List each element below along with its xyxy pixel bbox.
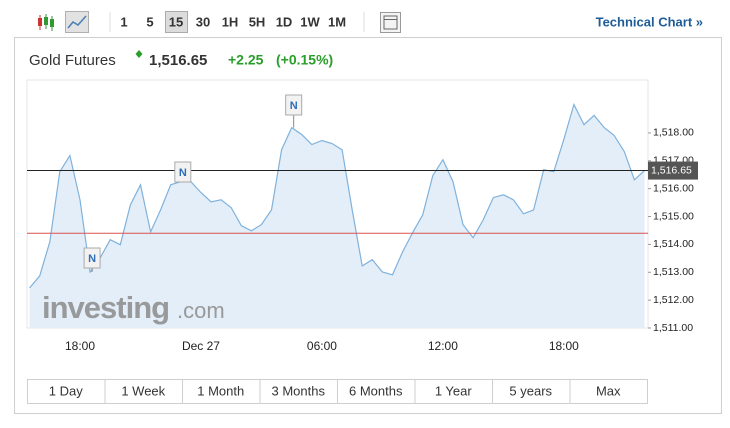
range-button[interactable]	[337, 379, 416, 404]
range-button[interactable]	[414, 379, 493, 404]
range-button-label[interactable]: 1 Day	[49, 383, 83, 398]
last-price: 1,516.65	[149, 52, 207, 69]
current-price-label: 1,516.65	[651, 164, 692, 176]
interval-button[interactable]: 1	[120, 14, 127, 29]
range-button[interactable]	[27, 379, 106, 404]
up-diamond	[135, 50, 143, 58]
interval-button[interactable]: 1W	[300, 14, 320, 29]
candle-icon[interactable]	[38, 14, 54, 31]
area-fill	[29, 104, 645, 328]
y-tick-label: 1,516.00	[653, 182, 694, 194]
interval-button[interactable]: 1D	[276, 14, 293, 29]
y-tick-label: 1,511.00	[653, 322, 693, 334]
range-button[interactable]	[569, 379, 648, 404]
price-line	[29, 102, 645, 289]
overlays: N N N	[27, 94, 648, 272]
interval-button[interactable]: 30	[196, 14, 210, 29]
current-price-box	[648, 161, 698, 180]
news-marker-label[interactable]: N	[88, 253, 96, 265]
range-button-label[interactable]: 1 Year	[435, 383, 473, 398]
news-marker[interactable]	[174, 161, 192, 183]
y-tick-label: 1,518.00	[653, 127, 694, 139]
interval-button[interactable]: 5	[146, 14, 153, 29]
price-change-pct: (+0.15%)	[276, 52, 333, 68]
y-tick-label: 1,513.00	[653, 266, 694, 278]
range-button[interactable]	[104, 379, 183, 404]
y-tick-label: 1,514.00	[653, 238, 694, 250]
range-button-label[interactable]: 6 Months	[349, 383, 403, 398]
settings-icon[interactable]	[380, 12, 401, 33]
range-button-label[interactable]: 1 Week	[121, 383, 165, 398]
plot	[29, 102, 645, 328]
line-icon[interactable]	[65, 11, 89, 33]
x-tick-label: 18:00	[549, 339, 579, 353]
watermark-suffix: .com	[177, 298, 225, 323]
range-button-label[interactable]: 1 Month	[197, 383, 244, 398]
interval-button[interactable]: 1M	[328, 14, 346, 29]
selected-interval-bg	[165, 11, 188, 33]
interval-button[interactable]: 1H	[222, 14, 239, 29]
news-marker-label[interactable]: N	[290, 100, 298, 112]
news-marker[interactable]	[83, 247, 101, 269]
y-tick-label: 1,512.00	[653, 294, 694, 306]
news-marker-label[interactable]: N	[179, 167, 187, 179]
interval-button[interactable]: 15	[169, 14, 183, 29]
x-tick-label: 18:00	[65, 339, 95, 353]
x-tick-label: 06:00	[307, 339, 337, 353]
range-button-label[interactable]: 5 years	[509, 383, 552, 398]
watermark: investing .com	[42, 290, 225, 325]
range-button-label[interactable]: 3 Months	[272, 383, 326, 398]
range-button-label[interactable]: Max	[596, 383, 621, 398]
instrument-name: Gold Futures	[29, 52, 116, 69]
technical-chart-link[interactable]: Technical Chart »	[596, 14, 703, 29]
price-change: +2.25	[228, 52, 264, 68]
news-marker[interactable]	[285, 94, 303, 116]
x-tick-label: 12:00	[428, 339, 458, 353]
watermark-brand: investing	[42, 290, 169, 325]
interval-button[interactable]: 5H	[249, 14, 266, 29]
y-tick-label: 1,515.00	[653, 210, 694, 222]
x-tick-label: Dec 27	[182, 339, 220, 353]
